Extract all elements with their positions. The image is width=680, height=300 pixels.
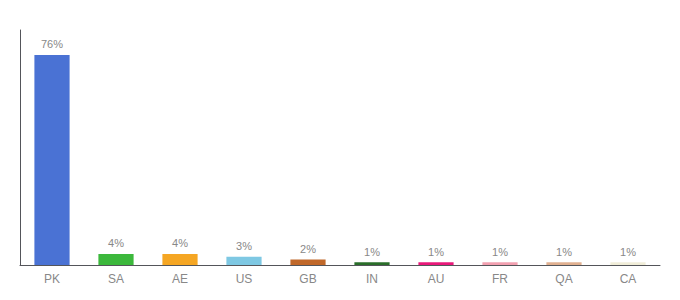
svg-text:2%: 2% <box>300 243 316 255</box>
svg-text:1%: 1% <box>492 246 508 258</box>
svg-text:1%: 1% <box>428 246 444 258</box>
svg-text:QA: QA <box>555 272 572 286</box>
svg-text:1%: 1% <box>556 246 572 258</box>
svg-text:1%: 1% <box>620 246 636 258</box>
svg-text:US: US <box>236 272 253 286</box>
svg-text:PK: PK <box>44 272 60 286</box>
svg-text:IN: IN <box>366 272 378 286</box>
svg-text:AU: AU <box>428 272 445 286</box>
svg-text:GB: GB <box>299 272 316 286</box>
svg-text:4%: 4% <box>172 237 188 249</box>
svg-text:SA: SA <box>108 272 124 286</box>
svg-text:FR: FR <box>492 272 508 286</box>
svg-text:AE: AE <box>172 272 188 286</box>
svg-text:76%: 76% <box>41 38 63 50</box>
svg-text:3%: 3% <box>236 240 252 252</box>
svg-text:CA: CA <box>620 272 637 286</box>
svg-text:4%: 4% <box>108 237 124 249</box>
svg-text:1%: 1% <box>364 246 380 258</box>
